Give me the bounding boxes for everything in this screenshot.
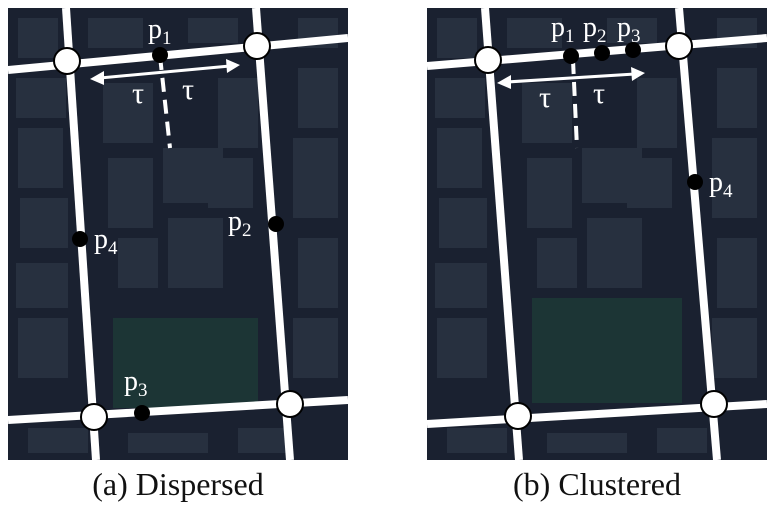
panel-dispersed: τ τ p1 p2 p3 p4 bbox=[8, 8, 348, 460]
label-p3: p3 bbox=[617, 12, 641, 47]
dashed-segment bbox=[571, 59, 579, 149]
intersection-node bbox=[504, 402, 532, 430]
point-p3 bbox=[625, 42, 641, 58]
point-p2 bbox=[268, 216, 284, 232]
label-p2: p2 bbox=[228, 206, 252, 241]
road-left bbox=[481, 8, 523, 460]
point-p4 bbox=[72, 231, 88, 247]
intersection-nodes bbox=[474, 32, 728, 430]
label-p1: p1 bbox=[551, 12, 575, 47]
road-right bbox=[675, 8, 721, 460]
label-p4: p4 bbox=[94, 224, 118, 259]
point-p2 bbox=[594, 45, 610, 61]
road-right bbox=[252, 8, 294, 460]
caption-clustered: (b) Clustered bbox=[513, 466, 681, 502]
label-p4: p4 bbox=[709, 167, 733, 202]
label-p3: p3 bbox=[124, 366, 148, 401]
intersection-node bbox=[243, 32, 271, 60]
building-blocks bbox=[16, 18, 338, 453]
point-p4 bbox=[687, 174, 703, 190]
label-p1: p1 bbox=[148, 14, 172, 49]
tau-left-label: τ bbox=[132, 77, 144, 110]
tau-arrows bbox=[497, 67, 645, 89]
intersection-node bbox=[80, 403, 108, 431]
building-blocks bbox=[435, 18, 757, 453]
tau-right-label: τ bbox=[182, 73, 194, 106]
dashed-segment bbox=[158, 55, 172, 149]
point-p1 bbox=[152, 47, 168, 63]
intersection-node bbox=[53, 47, 81, 75]
point-p1 bbox=[563, 48, 579, 64]
park-area bbox=[532, 298, 682, 403]
panel-clustered: τ τ p1 p2 p3 p4 bbox=[427, 8, 767, 460]
intersection-node bbox=[276, 390, 304, 418]
caption-dispersed: (a) Dispersed bbox=[92, 466, 264, 502]
tau-right-label: τ bbox=[593, 77, 605, 110]
label-p2: p2 bbox=[583, 12, 607, 47]
tau-left-label: τ bbox=[539, 81, 551, 114]
point-p3 bbox=[134, 405, 150, 421]
data-points bbox=[72, 47, 284, 421]
data-points bbox=[563, 42, 703, 190]
map-dispersed: τ τ p1 p2 p3 p4 bbox=[8, 8, 348, 460]
tau-arrows bbox=[90, 59, 240, 85]
intersection-nodes bbox=[53, 32, 304, 431]
intersection-node bbox=[474, 46, 502, 74]
map-clustered: τ τ p1 p2 p3 p4 bbox=[427, 8, 767, 460]
intersection-node bbox=[665, 32, 693, 60]
intersection-node bbox=[700, 390, 728, 418]
park-area bbox=[113, 318, 258, 408]
